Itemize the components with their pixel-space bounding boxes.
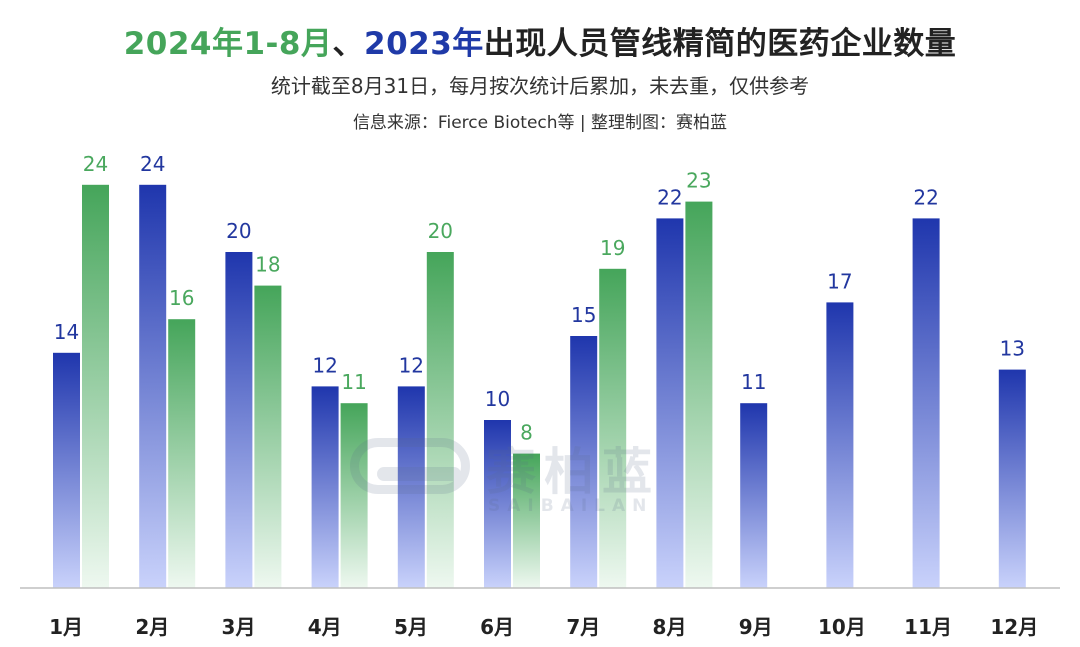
value-label-2024-3: 18 (255, 253, 280, 277)
value-label-2024-4: 11 (341, 370, 366, 394)
x-tick-label-4: 4月 (308, 615, 342, 639)
title-2024-part: 2024年1-8月 (123, 26, 333, 62)
value-label-2024-1: 24 (83, 152, 108, 176)
bar-2024-2 (168, 319, 196, 588)
x-tick-label-5: 5月 (394, 615, 428, 639)
bar-2023-5 (397, 386, 425, 588)
bar-2024-1 (82, 184, 109, 589)
bar-2023-8 (656, 218, 684, 588)
x-tick-label-6: 6月 (480, 615, 514, 639)
x-tick-label-11: 11月 (904, 615, 952, 639)
title-separator: 、 (332, 26, 364, 62)
bar-2023-9 (740, 403, 768, 588)
chart-title: 2024年1-8月、2023年出现人员管线精简的医药企业数量 (0, 18, 1080, 63)
bar-2024-8 (685, 201, 713, 588)
bar-2023-11 (912, 218, 940, 588)
x-tick-label-1: 1月 (49, 615, 83, 639)
chart-subtitle: 统计截至8月31日，每月按次统计后累加，未去重，仅供参考 (270, 74, 810, 98)
value-label-2023-1: 14 (54, 320, 79, 344)
bar-2024-6 (513, 453, 540, 588)
bar-2023-10 (826, 302, 854, 588)
value-label-2023-6: 10 (485, 387, 510, 411)
value-label-2023-4: 12 (312, 353, 337, 377)
value-label-2023-7: 15 (571, 303, 596, 327)
bars-group (53, 184, 1026, 589)
bar-2023-4 (311, 386, 339, 588)
x-tick-label-9: 9月 (739, 615, 773, 639)
value-label-2024-2: 16 (169, 286, 194, 310)
value-label-2023-2: 24 (140, 152, 165, 176)
chart-source: 信息来源：Fierce Biotech等 | 整理制图：赛柏蓝 (352, 113, 728, 133)
value-label-2024-6: 8 (520, 421, 533, 445)
value-label-2023-12: 13 (1000, 337, 1025, 361)
bar-2023-7 (570, 336, 598, 588)
value-label-2023-3: 20 (226, 219, 251, 243)
bar-2023-3 (225, 252, 253, 588)
bar-2023-6 (484, 420, 511, 588)
value-label-2023-5: 12 (399, 353, 424, 377)
title-2023-part: 2023年 (364, 26, 484, 62)
x-tick-label-3: 3月 (222, 615, 256, 639)
value-label-2023-9: 11 (741, 370, 766, 394)
value-label-2023-8: 22 (657, 185, 682, 209)
x-tick-label-12: 12月 (990, 615, 1038, 639)
x-tick-label-10: 10月 (818, 615, 866, 639)
value-label-2023-10: 17 (827, 269, 852, 293)
value-label-2024-5: 20 (428, 219, 453, 243)
bar-2024-7 (599, 268, 627, 588)
bar-2023-1 (53, 352, 80, 588)
value-label-2023-11: 22 (913, 185, 938, 209)
x-tick-labels-group: 1月 2月 3月 4月 5月 6月 7月 8月 9月 10月 11月 12月 (49, 615, 1038, 639)
bar-2023-2 (139, 184, 167, 589)
x-tick-label-2: 2月 (135, 615, 169, 639)
bar-2024-5 (426, 252, 454, 588)
value-label-2024-8: 23 (686, 169, 711, 193)
bar-2023-12 (998, 369, 1026, 588)
x-tick-label-7: 7月 (566, 615, 600, 639)
bar-2024-4 (340, 403, 368, 588)
bar-2024-3 (254, 285, 282, 588)
x-tick-label-8: 8月 (653, 615, 687, 639)
value-label-2024-7: 19 (600, 236, 625, 260)
title-rest: 出现人员管线精简的医药企业数量 (483, 26, 957, 62)
